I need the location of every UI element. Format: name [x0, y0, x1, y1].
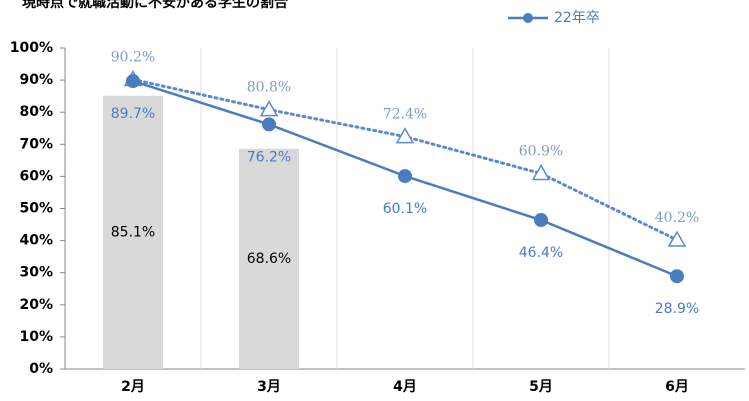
data-label: 40.2%	[655, 210, 699, 226]
y-tick-label: 90%	[19, 72, 53, 88]
marker	[395, 127, 415, 144]
marker	[670, 269, 684, 284]
x-tick-label: 2月	[121, 379, 145, 395]
data-label: 90.2%	[111, 49, 155, 65]
data-label: 60.1%	[383, 201, 427, 217]
bar	[103, 95, 163, 369]
data-label: 28.9%	[655, 301, 699, 317]
marker	[126, 74, 140, 89]
y-tick-label: 50%	[19, 201, 53, 217]
x-tick-label: 6月	[665, 379, 689, 395]
data-label: 72.4%	[383, 107, 427, 123]
marker	[667, 230, 687, 247]
data-label: 60.9%	[519, 144, 563, 160]
marker	[534, 213, 548, 228]
marker	[262, 117, 276, 132]
data-label: 89.7%	[111, 106, 155, 122]
marker	[531, 163, 551, 181]
y-tick-label: 60%	[19, 168, 53, 184]
data-label: 80.8%	[247, 80, 291, 96]
bar-label: 68.6%	[247, 251, 291, 267]
y-tick-label: 40%	[19, 233, 53, 249]
y-tick-label: 70%	[19, 136, 53, 152]
chart-title: 現時点で就職活動に不安がある学生の割合	[22, 0, 289, 11]
legend-label: 22年卒	[554, 10, 600, 26]
x-tick-label: 3月	[257, 379, 281, 395]
x-tick-label: 4月	[393, 379, 417, 395]
bar	[239, 148, 299, 369]
x-tick-label: 5月	[529, 379, 553, 395]
y-tick-label: 20%	[19, 297, 53, 313]
data-label: 46.4%	[519, 245, 563, 261]
marker	[398, 169, 412, 184]
legend-marker	[523, 13, 533, 23]
y-tick-label: 80%	[19, 104, 53, 120]
data-label: 76.2%	[247, 149, 291, 165]
y-tick-label: 100%	[10, 40, 53, 56]
y-tick-label: 0%	[29, 361, 53, 377]
marker	[259, 100, 279, 117]
bar-label: 85.1%	[111, 224, 155, 240]
y-tick-label: 10%	[19, 329, 53, 345]
y-tick-label: 30%	[19, 265, 53, 281]
